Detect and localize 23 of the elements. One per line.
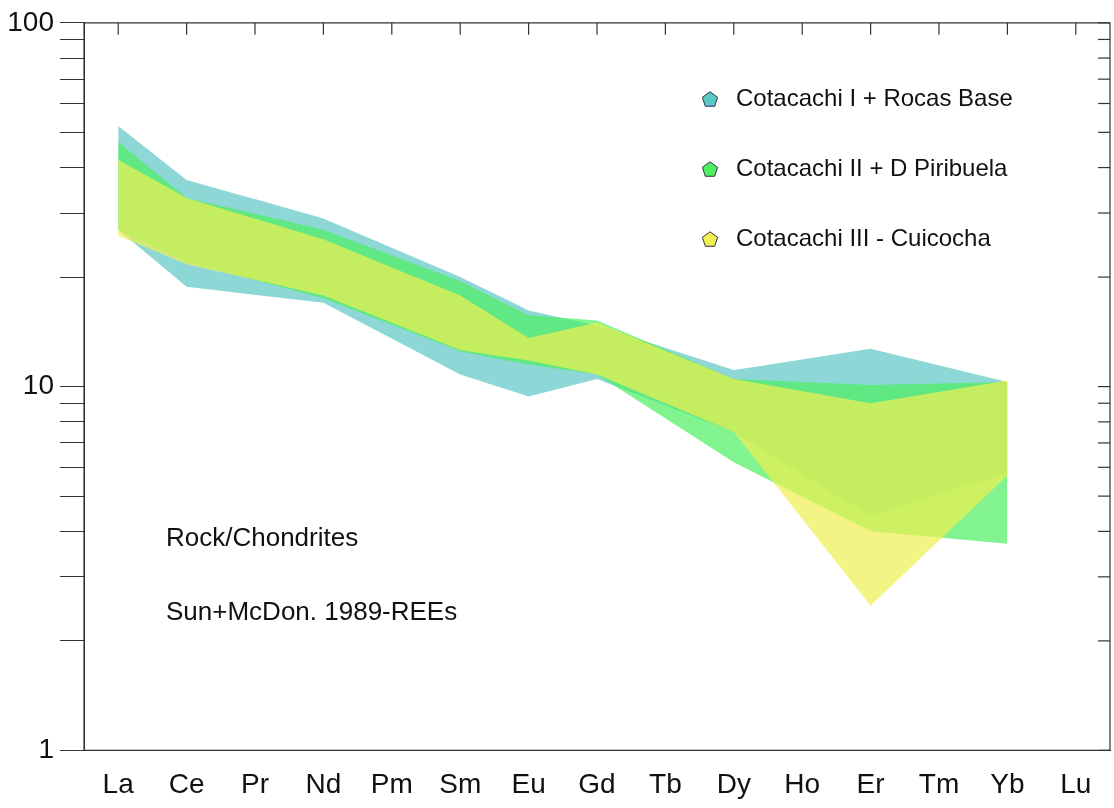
legend-label: Cotacachi III - Cuicocha bbox=[736, 224, 992, 252]
y-tick-label: 10 bbox=[22, 369, 54, 401]
legend-label: Cotacachi I + Rocas Base bbox=[736, 84, 1013, 112]
x-tick-label: Eu bbox=[511, 767, 546, 799]
annotation: Sun+McDon. 1989-REEs bbox=[166, 595, 458, 626]
x-tick-label: Sm bbox=[439, 767, 482, 799]
x-tick-label: Tb bbox=[649, 767, 682, 799]
x-tick-label: Pr bbox=[241, 767, 269, 799]
x-tick-label: La bbox=[102, 767, 135, 799]
y-tick-label: 1 bbox=[38, 733, 54, 765]
annotation: Rock/Chondrites bbox=[166, 521, 359, 552]
x-tick-label: Yb bbox=[990, 767, 1025, 799]
x-tick-label: Dy bbox=[716, 767, 751, 799]
x-tick-label: Lu bbox=[1060, 767, 1092, 799]
y-tick-label: 100 bbox=[7, 5, 54, 37]
x-tick-label: Er bbox=[856, 767, 885, 799]
x-tick-label: Ce bbox=[168, 767, 205, 799]
x-tick-label: Tm bbox=[918, 767, 960, 799]
x-tick-label: Gd bbox=[578, 767, 616, 799]
x-tick-label: Ho bbox=[784, 767, 821, 799]
legend-label: Cotacachi II + D Piribuela bbox=[736, 154, 1009, 182]
x-tick-label: Nd bbox=[305, 767, 342, 799]
x-tick-label: Pm bbox=[370, 767, 413, 799]
